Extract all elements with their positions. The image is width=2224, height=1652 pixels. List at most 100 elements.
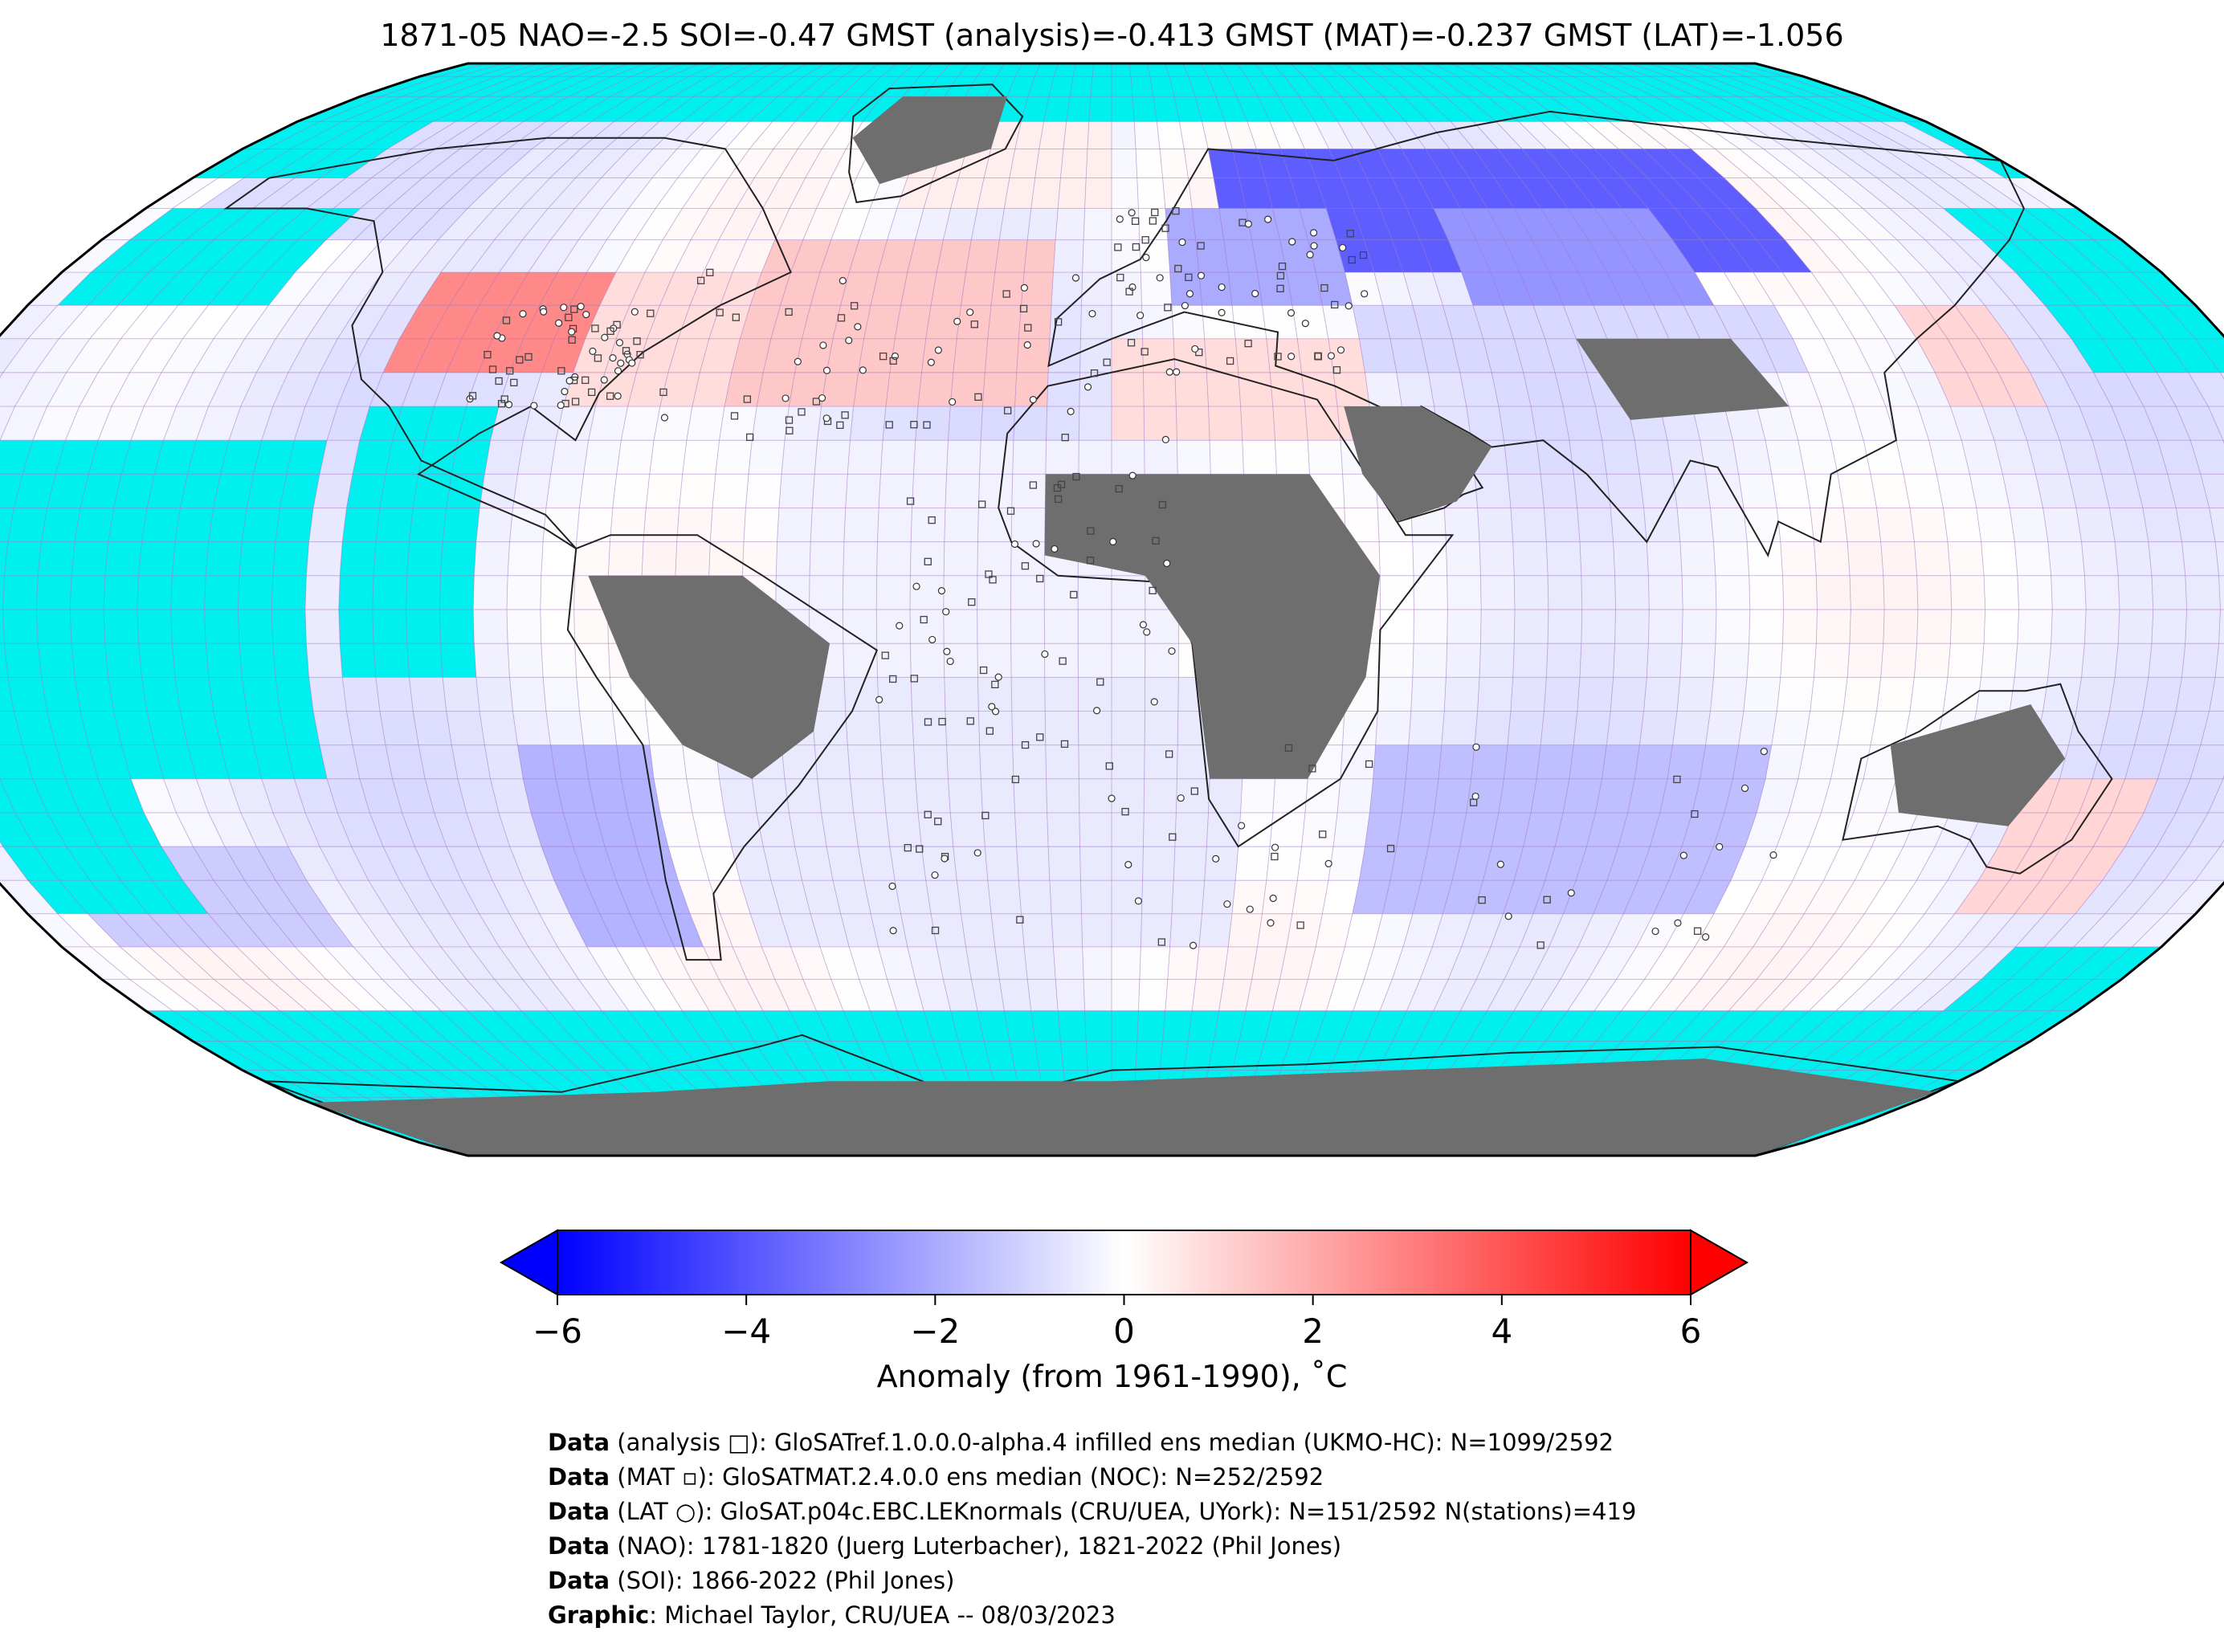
anomaly-cell [1700,846,1745,881]
anomaly-cell [912,474,947,508]
anomaly-cell [327,778,370,813]
anomaly-cell [1421,338,1460,373]
anomaly-cell [1953,947,2016,980]
anomaly-cell [1434,778,1471,813]
analysis-marker [591,324,599,332]
anomaly-cell [616,305,660,339]
anomaly-cell [1425,149,1469,178]
anomaly-cell [1536,440,1574,475]
anomaly-cell [944,643,978,678]
analysis-marker [696,276,705,284]
anomaly-cell [1636,272,1684,306]
anomaly-cell [1843,508,1881,542]
anomaly-cell [1728,947,1783,980]
anomaly-cell [509,846,554,881]
analysis-marker [1016,916,1024,924]
anomaly-cell [1380,575,1414,610]
land-outlines [223,84,2113,1156]
station-marker [582,311,590,319]
anomaly-cell [686,778,725,813]
station-marker [1020,283,1028,292]
anomaly-cell [1782,610,1818,644]
anomaly-cell [1840,272,1895,306]
anomaly-cell [599,913,646,947]
anomaly-cell [719,208,763,240]
anomaly-cell [382,208,441,240]
anomaly-cell [2190,744,2224,779]
anomaly-cell [1112,440,1145,475]
anomaly-cell [148,913,208,947]
anomaly-cell [1705,474,1744,508]
anomaly-cell [0,880,58,914]
analysis-marker [974,393,982,401]
station-marker [931,871,939,879]
anomaly-cell [351,846,400,881]
anomaly-cell [924,177,959,209]
anomaly-cell [557,239,607,272]
anomaly-cell [1986,913,2046,947]
anomaly-cell [821,813,859,847]
anomaly-cell [466,979,521,1011]
anomaly-cell [32,406,80,441]
anomaly-cell [977,541,1012,576]
station-marker [966,308,974,316]
anomaly-cell [977,177,1010,209]
anomaly-cell [1595,778,1635,813]
anomaly-cell [1514,338,1556,373]
anomaly-cell [508,121,569,149]
anomaly-cell [1606,846,1651,881]
anomaly-cell [1540,474,1577,508]
anomaly-cell [101,979,173,1011]
anomaly-cell [1953,239,2016,272]
anomaly-cell [27,913,92,947]
anomaly-cell [1647,541,1683,576]
station-marker [1567,889,1575,897]
anomaly-cell [1835,121,1908,149]
anomaly-cell [971,979,1005,1011]
analysis-marker [1131,217,1140,226]
anomaly-cell [1616,947,1666,980]
station-marker [1177,794,1185,802]
anomaly-cell [1208,778,1243,813]
anomaly-cell [252,177,320,209]
station-marker [988,703,996,711]
anomaly-cell [900,272,937,306]
anomaly-cell [325,979,387,1011]
anomaly-cell [853,372,890,406]
anomaly-cell [1447,575,1482,610]
anomaly-cell [1771,711,1810,745]
anomaly-cell [2030,372,2079,406]
anomaly-cell [1544,508,1580,542]
anomaly-cell [1053,947,1084,980]
station-marker [555,319,563,327]
anomaly-cell [732,947,775,980]
anomaly-cell [313,474,353,508]
anomaly-cell [2167,474,2210,508]
anomaly-cell [1896,440,1937,475]
anomaly-cell [418,272,471,306]
anomaly-cell [910,610,945,644]
anomaly-cell [410,208,468,240]
anomaly-cell [840,272,879,306]
anomaly-cell [575,149,629,178]
anomaly-cell [826,338,864,373]
anomaly-cell [499,947,551,980]
anomaly-cell [389,913,441,947]
anomaly-cell [1916,610,1952,644]
analysis-marker [1271,852,1279,861]
station-marker [589,347,597,355]
anomaly-cell [601,149,653,178]
anomaly-cell [1536,744,1574,779]
station-marker [1309,229,1318,237]
anomaly-cell [1782,208,1842,240]
analysis-marker [1226,357,1234,365]
anomaly-cell [599,272,646,306]
anomaly-cell [466,813,510,847]
anomaly-cell [1511,677,1547,712]
analysis-marker [506,367,514,375]
anomaly-cell [531,372,573,406]
anomaly-cell [1412,643,1447,678]
anomaly-cell [1899,913,1955,947]
analysis-marker [1276,284,1284,292]
anomaly-cell [1418,177,1461,209]
